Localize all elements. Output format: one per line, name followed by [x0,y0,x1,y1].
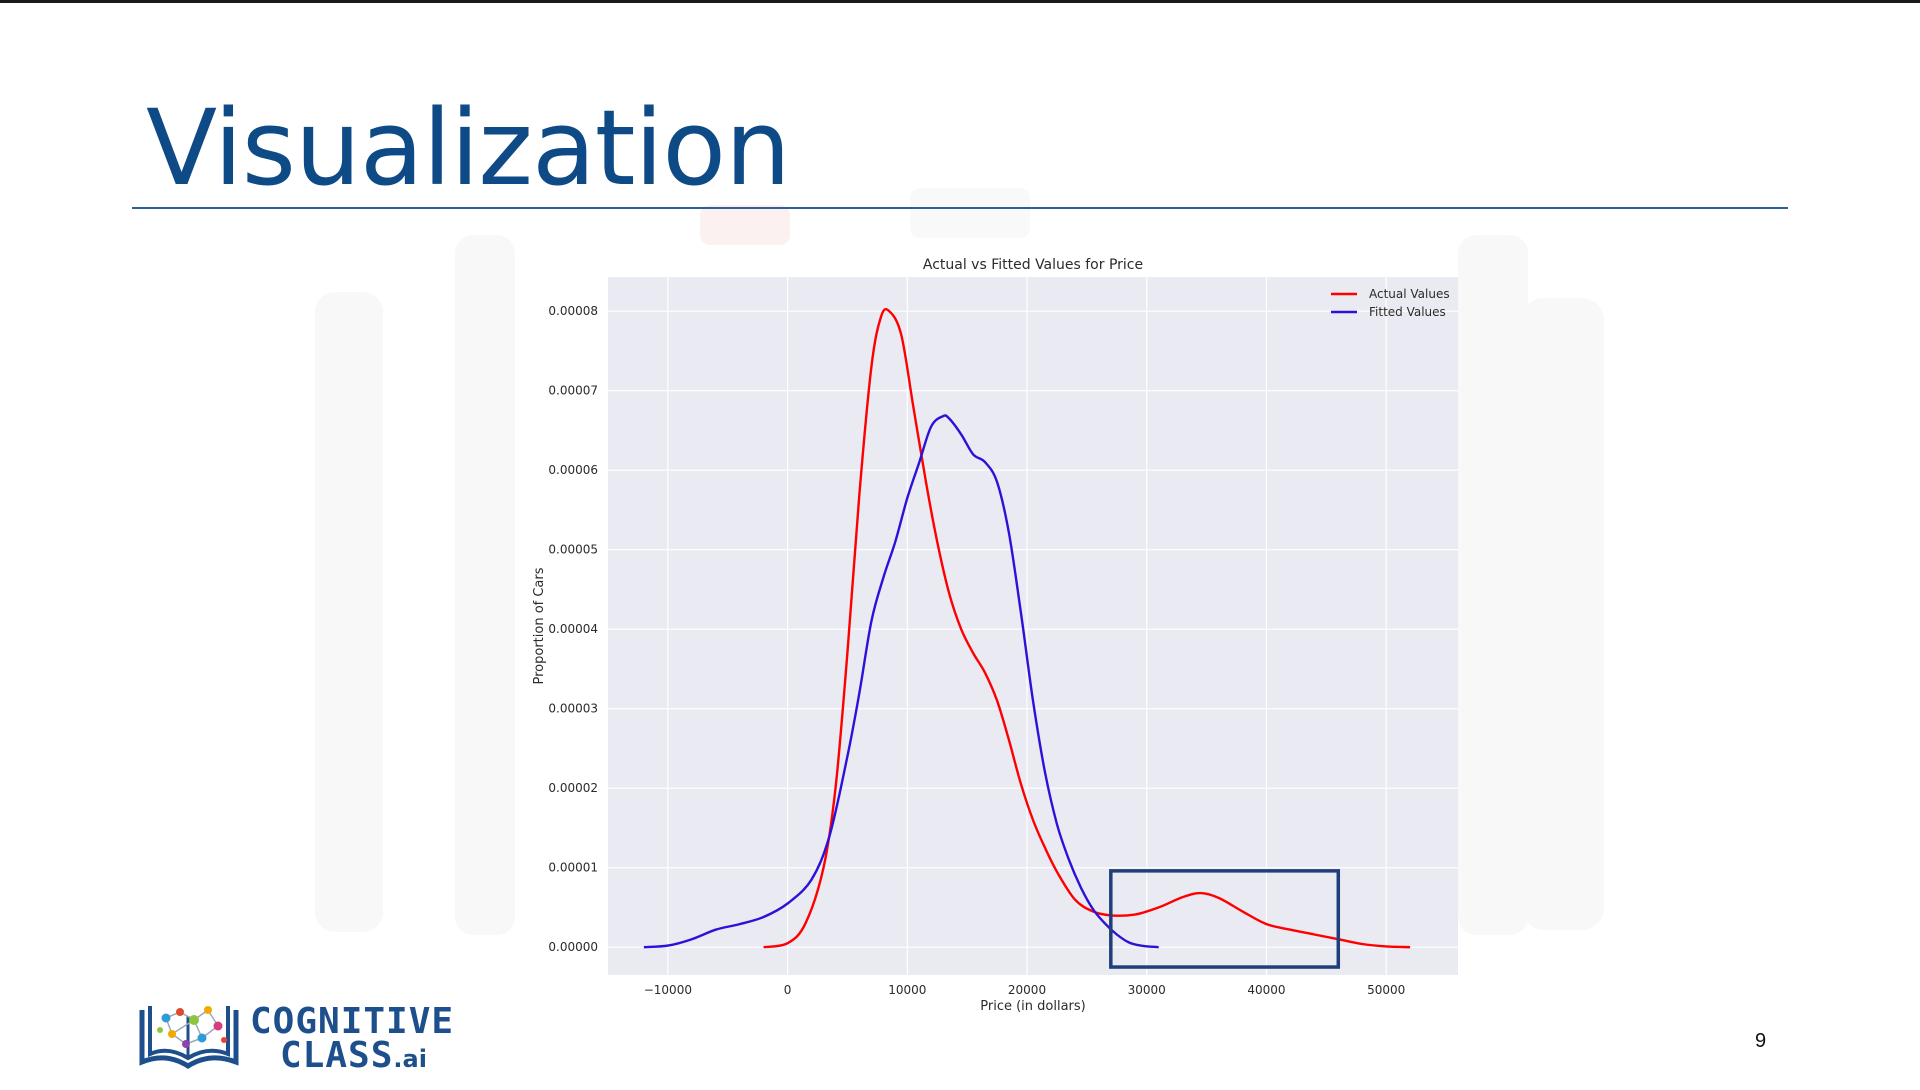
x-tick-label: 20000 [1008,983,1046,997]
legend: Actual Values Fitted Values [1331,287,1450,319]
grid-lines [608,277,1458,975]
chart-title: Actual vs Fitted Values for Price [923,257,1143,273]
series-layer [643,307,1411,949]
x-tick-label: −10000 [644,983,692,997]
logo-text-cognitive: COGNITIVE [250,1001,455,1042]
y-tick-label: 0.00002 [548,781,598,795]
logo-text-class-word: CLASS [280,1035,394,1076]
x-tick-label: 30000 [1128,983,1166,997]
y-tick-label: 0.00001 [548,861,598,875]
y-tick-labels: 0.00000 0.00001 0.00002 0.00003 0.00004 0.000… [548,304,598,954]
book-network-icon [139,1006,239,1069]
title-underline [132,207,1788,209]
y-axis-label: Proportion of Cars [532,567,547,684]
y-tick-label: 0.00006 [548,463,598,477]
y-tick-label: 0.00000 [548,940,598,954]
cognitive-class-logo: COGNITIVE CLASS.ai [136,996,453,1074]
highlight-box [1109,869,1341,969]
y-tick-label: 0.00003 [548,702,598,716]
series-line-actual [763,307,1411,949]
x-tick-label: 50000 [1367,983,1405,997]
logo-text-class: CLASS.ai [280,1038,427,1074]
y-tick-label: 0.00005 [548,543,598,557]
slide-title: Visualization [146,87,791,209]
x-tick-label: 0 [784,983,792,997]
x-tick-labels: −10000 0 10000 20000 30000 40000 50000 [644,983,1406,997]
x-tick-label: 10000 [888,983,926,997]
page-number: 9 [1755,1030,1767,1052]
x-tick-label: 40000 [1247,983,1285,997]
plot-area [608,277,1458,975]
legend-label-fitted: Fitted Values [1369,305,1446,319]
y-tick-label: 0.00004 [548,622,598,636]
series-line-fitted [643,414,1159,949]
y-tick-label: 0.00008 [548,304,598,318]
logo-text-suffix: .ai [393,1045,427,1073]
y-tick-label: 0.00007 [548,384,598,398]
annotation-layer [1109,869,1341,969]
x-axis-label: Price (in dollars) [980,999,1086,1014]
density-chart: Actual vs Fitted Values for Price 0.0000… [532,257,1458,1014]
slide-top-border [0,0,1920,3]
legend-label-actual: Actual Values [1369,287,1450,301]
